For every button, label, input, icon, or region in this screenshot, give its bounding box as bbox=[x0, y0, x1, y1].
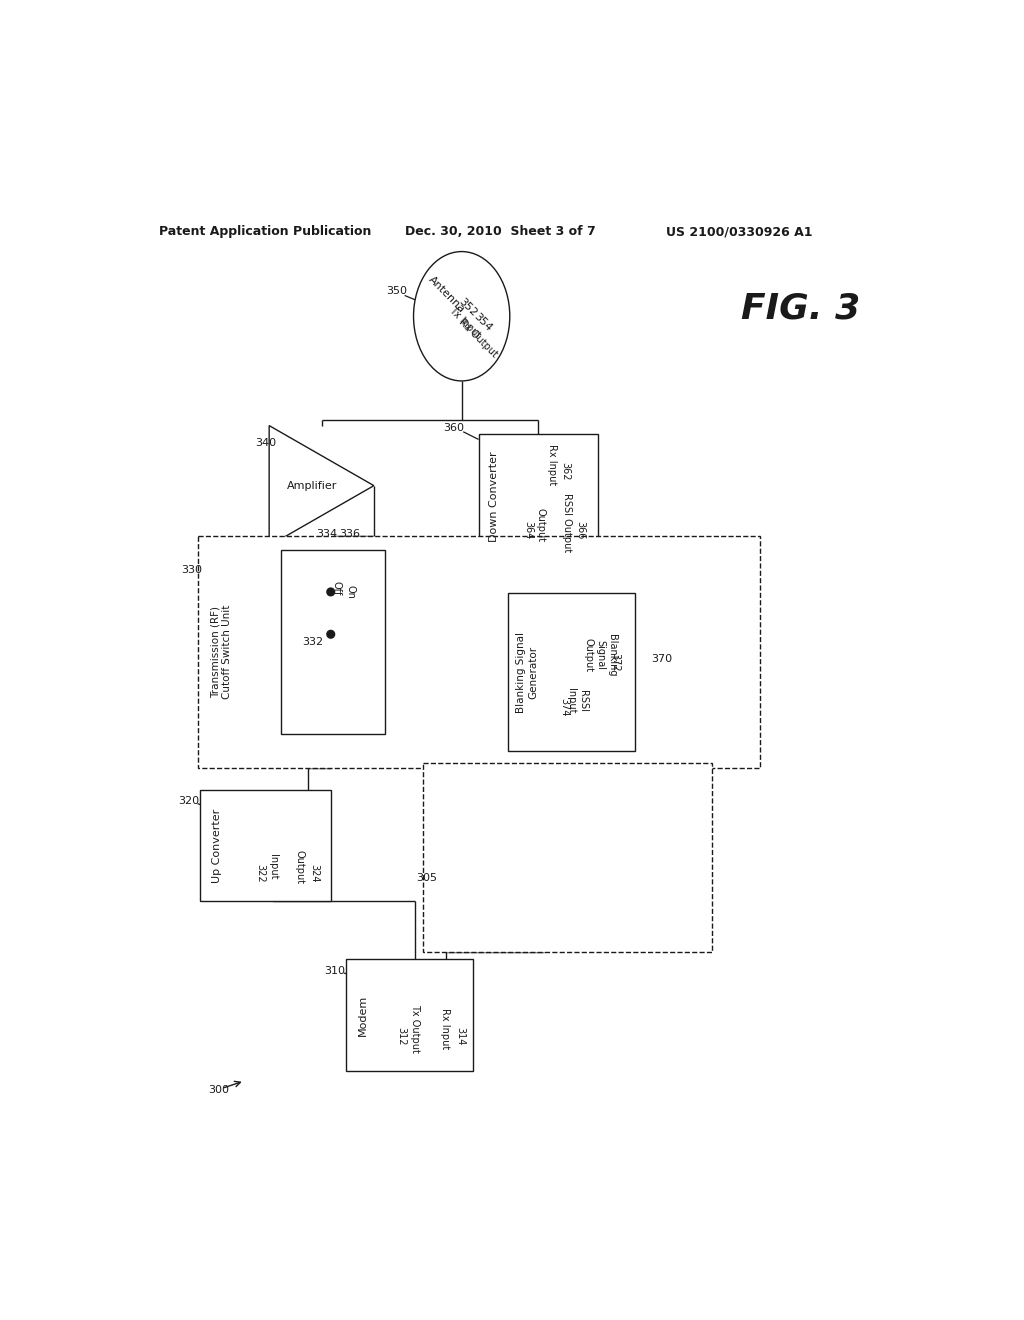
Text: Rx Input: Rx Input bbox=[439, 1008, 450, 1049]
Text: Output: Output bbox=[295, 850, 305, 884]
Text: Off: Off bbox=[331, 581, 341, 595]
Bar bbox=[478, 434, 598, 560]
Circle shape bbox=[327, 631, 335, 638]
Text: 370: 370 bbox=[651, 653, 673, 664]
Text: Up Converter: Up Converter bbox=[212, 808, 222, 883]
Text: Dec. 30, 2010  Sheet 3 of 7: Dec. 30, 2010 Sheet 3 of 7 bbox=[404, 224, 596, 238]
Text: 350: 350 bbox=[386, 286, 407, 296]
Bar bbox=[199, 536, 761, 768]
Text: RSSI
Input: RSSI Input bbox=[566, 689, 588, 714]
Text: 320: 320 bbox=[178, 796, 199, 807]
Ellipse shape bbox=[414, 252, 510, 381]
Text: Tx Output: Tx Output bbox=[411, 1005, 421, 1053]
Text: 362: 362 bbox=[560, 462, 569, 480]
Text: 374: 374 bbox=[559, 698, 569, 717]
Text: Antenna: Antenna bbox=[426, 275, 467, 315]
Text: 332: 332 bbox=[302, 638, 324, 647]
Text: 364: 364 bbox=[523, 521, 534, 540]
Text: 330: 330 bbox=[181, 565, 203, 576]
Bar bbox=[281, 549, 385, 734]
Bar bbox=[508, 594, 635, 751]
Text: 366: 366 bbox=[575, 521, 586, 540]
Text: 340: 340 bbox=[255, 438, 275, 449]
Polygon shape bbox=[269, 425, 374, 545]
Text: 336: 336 bbox=[340, 529, 360, 539]
Text: 334: 334 bbox=[316, 529, 338, 539]
Text: US 2100/0330926 A1: US 2100/0330926 A1 bbox=[666, 224, 812, 238]
Bar bbox=[423, 763, 712, 952]
Text: Tx Input: Tx Input bbox=[446, 305, 482, 341]
Text: Down Converter: Down Converter bbox=[489, 451, 499, 543]
Text: FIG. 3: FIG. 3 bbox=[740, 292, 860, 326]
Text: 360: 360 bbox=[443, 422, 465, 433]
Bar bbox=[346, 960, 473, 1071]
Text: 300: 300 bbox=[209, 1085, 229, 1096]
Text: Modem: Modem bbox=[358, 994, 368, 1036]
Text: 314: 314 bbox=[455, 1027, 465, 1045]
Text: 312: 312 bbox=[396, 1027, 407, 1045]
Bar bbox=[200, 789, 331, 902]
Text: Patent Application Publication: Patent Application Publication bbox=[159, 224, 372, 238]
Text: Blanking
Signal
Output: Blanking Signal Output bbox=[584, 634, 616, 676]
Text: Output: Output bbox=[536, 508, 545, 543]
Text: 372: 372 bbox=[610, 653, 621, 672]
Circle shape bbox=[327, 589, 335, 595]
Text: On: On bbox=[345, 585, 355, 599]
Text: Blanking Signal
Generator: Blanking Signal Generator bbox=[516, 632, 538, 713]
Text: Amplifier: Amplifier bbox=[287, 480, 338, 491]
Text: 354: 354 bbox=[472, 312, 495, 334]
Text: Rx Input: Rx Input bbox=[547, 445, 557, 486]
Text: Rx Output: Rx Output bbox=[458, 317, 500, 359]
Text: 322: 322 bbox=[255, 863, 265, 882]
Text: Transmission (RF)
Cutoff Switch Unit: Transmission (RF) Cutoff Switch Unit bbox=[211, 605, 232, 700]
Text: RSSI Output: RSSI Output bbox=[562, 492, 572, 552]
Text: 324: 324 bbox=[309, 863, 318, 882]
Text: 352: 352 bbox=[457, 296, 479, 318]
Text: Input: Input bbox=[268, 854, 278, 879]
Text: 310: 310 bbox=[325, 966, 345, 975]
Text: 305: 305 bbox=[417, 874, 437, 883]
